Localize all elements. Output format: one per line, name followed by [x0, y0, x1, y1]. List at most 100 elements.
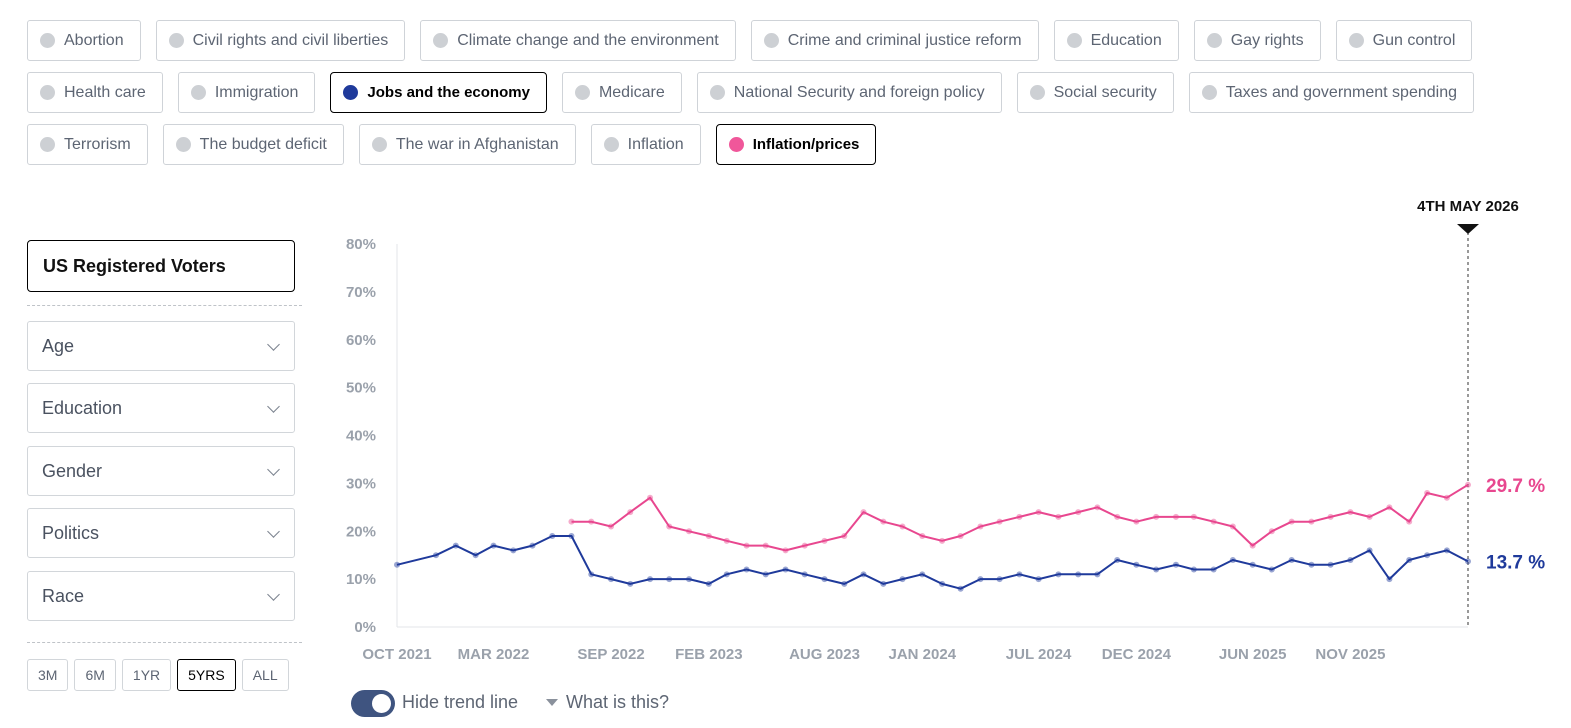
filter-dropdown[interactable]: Education	[27, 383, 295, 433]
chip-dot-icon	[1201, 85, 1217, 100]
topic-chip-label: Civil rights and civil liberties	[192, 31, 389, 49]
chip-dot-icon	[603, 137, 619, 152]
filter-label: Education	[42, 397, 123, 418]
topic-chip-label: Crime and criminal justice reform	[787, 31, 1022, 49]
range-button[interactable]: 3M	[27, 659, 69, 691]
topic-chip-label: Medicare	[598, 83, 665, 101]
divider	[27, 305, 302, 306]
chip-dot-icon	[763, 33, 779, 48]
topic-chip-label: Gay rights	[1230, 31, 1304, 49]
topic-chip-label: Inflation	[627, 135, 684, 153]
filter-dropdown[interactable]: Gender	[27, 446, 295, 496]
topic-chip[interactable]: Medicare	[561, 72, 682, 113]
what-is-this-label: What is this?	[566, 692, 670, 712]
topic-chip[interactable]: Crime and criminal justice reform	[750, 20, 1039, 61]
topic-chip[interactable]: Inflation/prices	[715, 124, 877, 165]
x-tick-label: DEC 2024	[1102, 646, 1172, 663]
topic-chip[interactable]: Health care	[27, 72, 163, 113]
chip-dot-icon	[343, 85, 359, 100]
range-button[interactable]: 6M	[74, 659, 116, 691]
x-tick-label: OCT 2021	[362, 646, 431, 663]
topic-chip-label: Jobs and the economy	[367, 84, 530, 101]
chip-row: Health care Immigration Jobs and the econo…	[27, 72, 1557, 113]
topic-chip[interactable]: Terrorism	[27, 124, 148, 165]
topic-chip[interactable]: Gay rights	[1193, 20, 1321, 61]
trend-line	[571, 483, 1469, 552]
date-marker-label: 4TH MAY 2026	[1417, 198, 1519, 215]
x-tick-label: SEP 2022	[577, 646, 644, 663]
trend-line-toggle[interactable]	[351, 690, 395, 717]
toggle-knob	[372, 694, 391, 713]
range-button[interactable]: 1YR	[121, 659, 172, 691]
y-tick-label: 50%	[346, 380, 376, 397]
range-button[interactable]: 5YRS	[177, 659, 236, 691]
topic-chip-label: Inflation/prices	[752, 136, 860, 153]
filter-dropdown[interactable]: Race	[27, 571, 295, 621]
topic-chip[interactable]: Climate change and the environment	[420, 20, 736, 61]
topic-chip-label: Health care	[64, 83, 146, 101]
topic-chip[interactable]: Gun control	[1335, 20, 1473, 61]
topic-chip-label: Climate change and the environment	[457, 31, 719, 49]
y-tick-label: 70%	[346, 284, 376, 301]
data-point	[568, 518, 575, 525]
filter-label: Gender	[42, 460, 103, 481]
topic-chip[interactable]: Education	[1053, 20, 1179, 61]
x-tick-label: JAN 2024	[889, 646, 957, 663]
caret-down-icon	[546, 699, 558, 706]
chip-dot-icon	[433, 33, 449, 48]
x-tick-label: AUG 2023	[789, 646, 860, 663]
chip-dot-icon	[40, 33, 55, 48]
topic-chip[interactable]: The budget deficit	[162, 124, 344, 165]
chip-dot-icon	[168, 33, 184, 48]
filter-label: Race	[42, 585, 85, 606]
marker-triangle-icon	[1457, 224, 1479, 234]
chip-dot-icon	[574, 85, 590, 100]
topic-chip-label: Education	[1090, 31, 1162, 49]
x-tick-label: FEB 2023	[675, 646, 743, 663]
what-is-this-link[interactable]: What is this?	[546, 692, 669, 713]
topic-chip[interactable]: Taxes and government spending	[1188, 72, 1474, 113]
topic-chip-label: Abortion	[64, 31, 124, 49]
topic-chip[interactable]: Abortion	[27, 20, 141, 61]
chip-dot-icon	[190, 85, 206, 100]
y-tick-label: 60%	[346, 332, 376, 349]
chip-dot-icon	[40, 137, 55, 152]
topic-chip-label: The war in Afghanistan	[395, 135, 559, 153]
topic-chip[interactable]: Inflation	[590, 124, 701, 165]
topic-chip-label: The budget deficit	[199, 135, 327, 153]
topic-chip[interactable]: Jobs and the economy	[330, 72, 547, 113]
filter-dropdown[interactable]: Politics	[27, 508, 295, 558]
x-tick-label: JUN 2025	[1219, 646, 1287, 663]
filter-dropdown[interactable]: Age	[27, 321, 295, 371]
chip-dot-icon	[1029, 85, 1045, 100]
topic-chip-label: Terrorism	[64, 135, 131, 153]
topic-chip-label: Gun control	[1372, 31, 1456, 49]
range-button[interactable]: ALL	[241, 659, 289, 691]
topic-chip[interactable]: Social security	[1016, 72, 1174, 113]
trend-line	[396, 535, 1469, 590]
filter-label: Politics	[42, 522, 100, 543]
chip-dot-icon	[40, 85, 55, 100]
topic-chip[interactable]: Civil rights and civil liberties	[155, 20, 406, 61]
x-tick-label: JUL 2024	[1006, 646, 1072, 663]
series-0	[394, 533, 1471, 592]
topic-chips: Abortion Civil rights and civil liberties…	[27, 20, 1557, 176]
x-tick-label: MAR 2022	[458, 646, 530, 663]
topic-chip[interactable]: National Security and foreign policy	[696, 72, 1002, 113]
series-1	[568, 481, 1471, 554]
population-selector[interactable]: US Registered Voters	[27, 240, 295, 292]
topic-chip[interactable]: Immigration	[177, 72, 316, 113]
y-tick-label: 40%	[346, 428, 376, 445]
y-tick-label: 80%	[346, 236, 376, 253]
chip-row: Abortion Civil rights and civil liberties…	[27, 20, 1557, 61]
topic-chip-label: National Security and foreign policy	[733, 83, 985, 101]
chip-dot-icon	[728, 137, 744, 152]
divider	[27, 642, 302, 643]
topic-chip[interactable]: The war in Afghanistan	[358, 124, 576, 165]
topic-chip-label: Immigration	[214, 83, 299, 101]
chip-dot-icon	[371, 137, 387, 152]
filter-label: Age	[42, 335, 75, 356]
y-tick-label: 10%	[346, 571, 376, 588]
y-tick-label: 30%	[346, 475, 376, 492]
